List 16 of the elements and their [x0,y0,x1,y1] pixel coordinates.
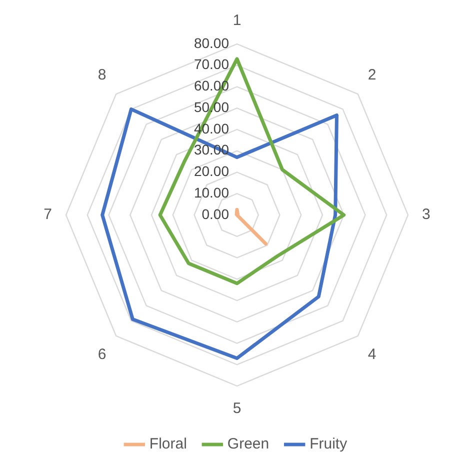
spoke-label: 5 [232,400,242,418]
y-tick-label: 80.00 [194,34,230,51]
spoke-label: 7 [44,206,52,224]
y-tick-label: 0.00 [202,206,230,222]
spoke-label: 8 [98,66,106,84]
spoke-label: 6 [98,346,106,363]
spoke-label: 3 [422,206,430,224]
y-tick-label: 70.00 [194,56,230,72]
spoke-label: 1 [232,12,242,30]
legend-label: Floral [149,436,187,453]
spoke-label: 4 [368,346,376,363]
legend-label: Fruity [310,436,348,453]
legend-label: Green [227,436,270,453]
spoke-label: 2 [368,66,376,84]
y-tick-label: 10.00 [194,184,230,200]
y-tick-label: 20.00 [194,163,230,180]
